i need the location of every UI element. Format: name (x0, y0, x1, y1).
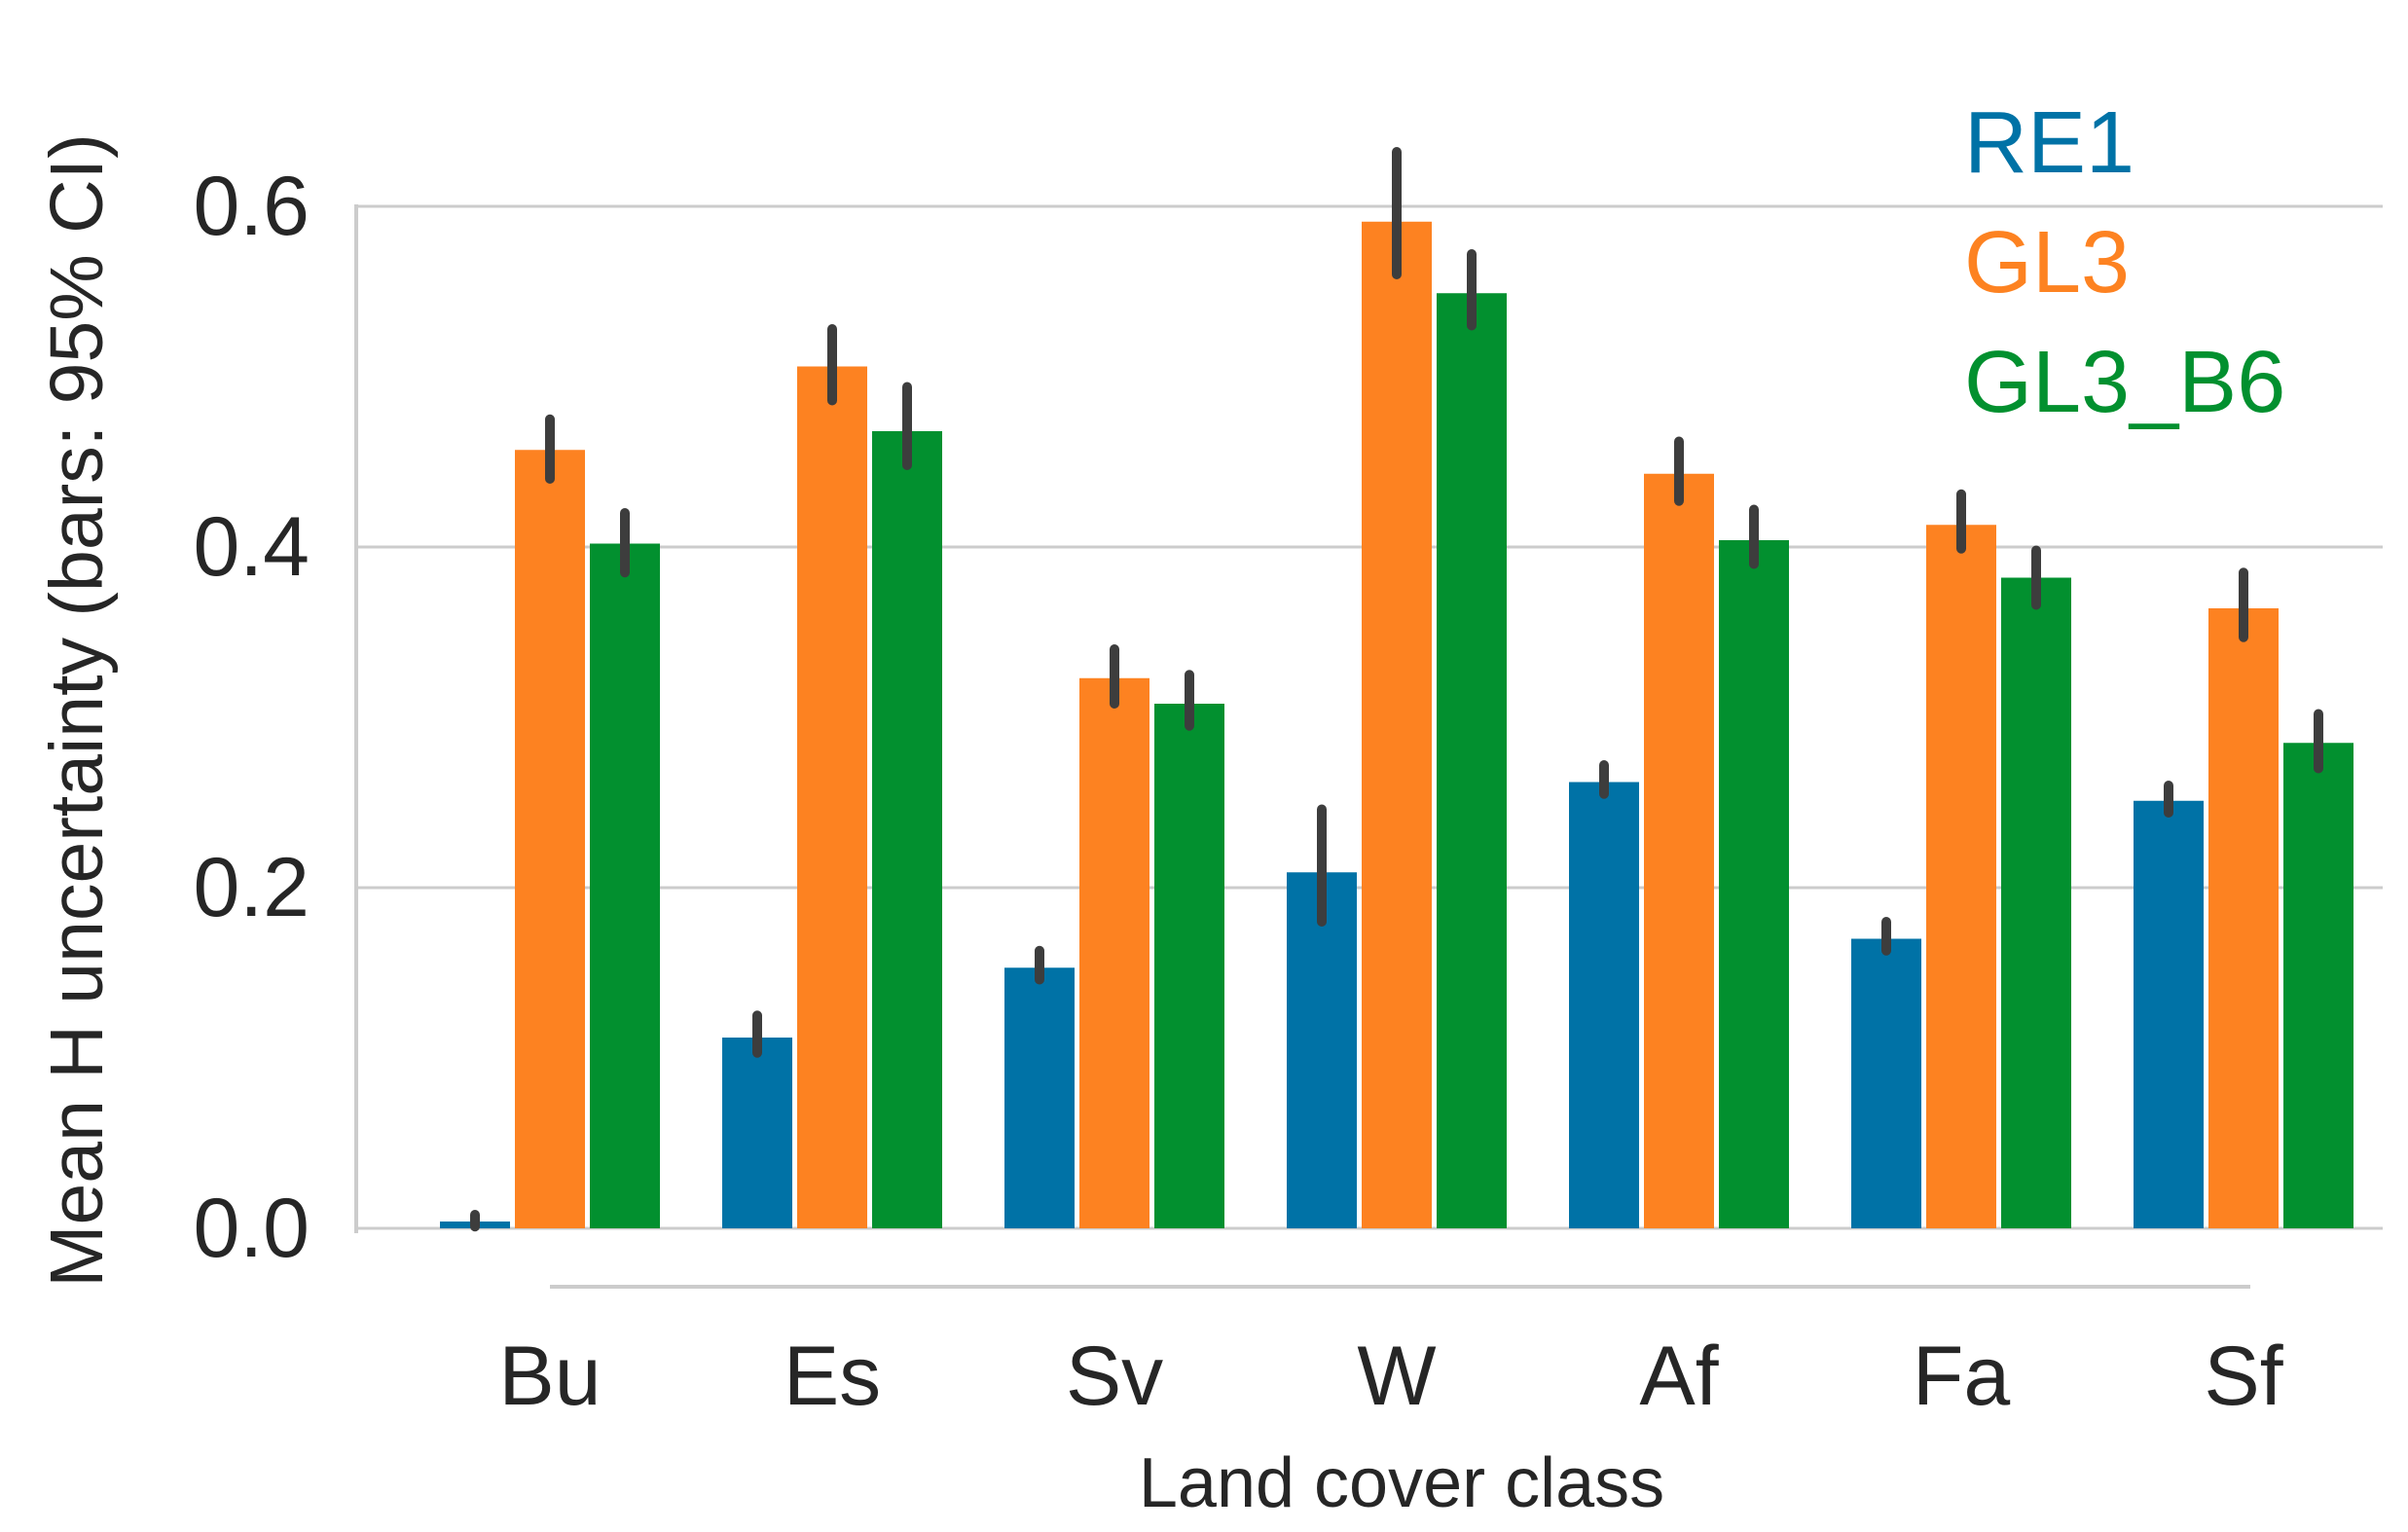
bar-re1-fa (1851, 938, 1921, 1228)
bar-gl3_b6-bu (590, 543, 660, 1228)
x-tick-label: Bu (498, 1330, 601, 1423)
y-tick-label: 0.0 (193, 1182, 310, 1275)
legend-entry-re1: RE1 (1964, 94, 2134, 192)
bar-gl3-bu (515, 450, 585, 1228)
x-tick-labels: Bu Es Sv W Af Fa Sf (498, 1330, 2283, 1423)
y-tick-label: 0.2 (193, 841, 310, 934)
bar-gl3-w (1362, 221, 1432, 1228)
x-tick-label: W (1357, 1330, 1436, 1423)
bar-re1-sf (2134, 800, 2204, 1228)
x-axis-title: Land cover class (1139, 1444, 1664, 1522)
bar-gl3-sf (2208, 608, 2279, 1228)
bars (440, 221, 2353, 1228)
bar-gl3_b6-w (1437, 293, 1507, 1228)
bar-gl3_b6-sf (2283, 743, 2353, 1228)
legend: RE1 GL3 GL3_B6 (1964, 94, 2285, 431)
y-tick-labels: 0.0 0.2 0.4 0.6 (193, 160, 310, 1275)
legend-entry-gl3_b6: GL3_B6 (1964, 334, 2285, 431)
x-tick-label: Es (784, 1330, 881, 1423)
bar-gl3-sv (1079, 677, 1149, 1228)
x-tick-label: Sv (1066, 1330, 1163, 1423)
bar-gl3-af (1644, 473, 1714, 1228)
error-bars (470, 147, 2323, 1232)
bar-re1-w (1287, 872, 1357, 1228)
bar-re1-af (1569, 782, 1639, 1228)
bar-gl3_b6-af (1719, 540, 1789, 1228)
bar-gl3_b6-sv (1154, 704, 1224, 1228)
bar-gl3_b6-fa (2001, 577, 2071, 1228)
x-tick-label: Fa (1913, 1330, 2011, 1423)
y-tick-label: 0.4 (193, 500, 310, 594)
x-tick-label: Sf (2204, 1330, 2283, 1423)
bar-gl3-es (797, 366, 867, 1228)
bar-re1-sv (1004, 967, 1075, 1228)
y-axis-title: Mean H uncertainty (bars: 95% CI) (35, 133, 119, 1287)
bar-gl3_b6-es (872, 431, 942, 1228)
x-tick-label: Af (1639, 1330, 1719, 1423)
y-tick-label: 0.6 (193, 160, 310, 253)
bar-re1-es (722, 1038, 792, 1228)
legend-entry-gl3: GL3 (1964, 214, 2130, 311)
bar-gl3-fa (1926, 525, 1996, 1228)
